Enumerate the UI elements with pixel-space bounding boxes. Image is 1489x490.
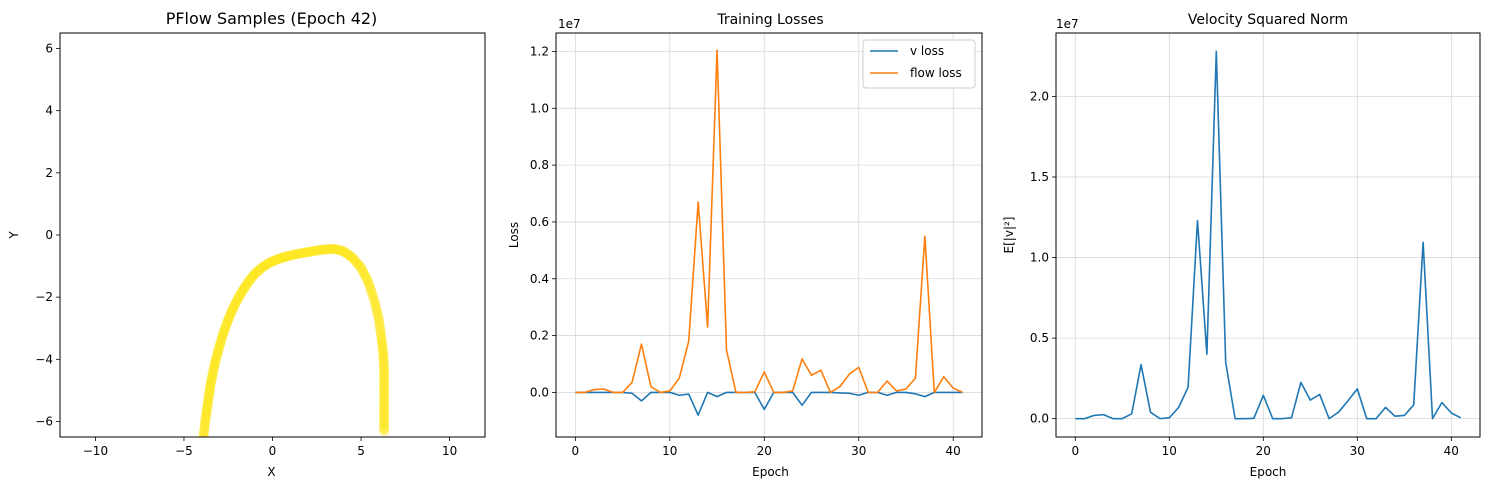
panel-0-ylabel: Y — [7, 231, 21, 240]
panel-0-data — [198, 243, 390, 437]
y-tick-label: 0.8 — [530, 158, 549, 172]
panel-2-title: Velocity Squared Norm — [1188, 12, 1348, 28]
y-tick-label: 0.0 — [530, 385, 549, 399]
y-tick-label: 4 — [45, 104, 53, 118]
y-tick-label: 0.0 — [1030, 412, 1049, 426]
y-tick-label: 2 — [45, 166, 53, 180]
panel-1-offset-label: 1e7 — [558, 17, 581, 31]
y-tick-label: 6 — [45, 42, 53, 56]
x-tick-label: 20 — [1256, 444, 1271, 458]
panel-0-ticks: −10 −5 0 5 10 −6 −4 −2 0 2 4 6 — [35, 42, 457, 458]
panel-2-frame — [1055, 32, 1481, 438]
panel-1-ticks: 0 10 20 30 40 0.0 0.2 0.4 0.6 0.8 1.0 1.2 — [530, 44, 961, 458]
y-tick-label: 1.0 — [1030, 251, 1049, 265]
panel-2-grid — [1056, 33, 1480, 437]
y-tick-label: 2.0 — [1030, 89, 1049, 103]
x-tick-label: 0 — [269, 444, 277, 458]
panel-0-title: PFlow Samples (Epoch 42) — [166, 9, 378, 28]
y-tick-label: 0.2 — [530, 329, 549, 343]
x-tick-label: 10 — [442, 444, 457, 458]
y-tick-label: 0.5 — [1030, 331, 1049, 345]
series-line-v-loss — [575, 391, 963, 416]
panel-1-data — [575, 49, 963, 416]
x-tick-label: 40 — [946, 444, 961, 458]
x-tick-label: 10 — [1162, 444, 1177, 458]
scatter-points — [198, 243, 390, 437]
panel-1-title: Training Losses — [716, 12, 823, 28]
y-tick-label: −4 — [35, 352, 53, 366]
x-tick-label: 0 — [1071, 444, 1079, 458]
scatter-panel: PFlow Samples (Epoch 42) X Y −10 −5 0 5 10 −6… — [7, 9, 486, 479]
x-tick-label: 40 — [1444, 444, 1459, 458]
y-tick-label: −6 — [35, 414, 53, 428]
panel-0-frame — [59, 32, 486, 438]
panel-1-xlabel: Epoch — [752, 465, 789, 479]
x-tick-label: −10 — [83, 444, 108, 458]
y-tick-label: −2 — [35, 290, 53, 304]
series-line-flow-loss — [575, 49, 963, 394]
velocity-panel: Velocity Squared Norm Epoch E[|v|²] 1e7 … — [1002, 12, 1481, 479]
x-tick-label: 20 — [757, 444, 772, 458]
legend: v loss flow loss — [862, 39, 976, 89]
panel-2-ticks: 0 10 20 30 40 0.0 0.5 1.0 1.5 2.0 — [1030, 89, 1459, 458]
x-tick-label: 30 — [1350, 444, 1365, 458]
panel-1-ylabel: Loss — [507, 222, 521, 248]
panel-1-frame — [555, 32, 983, 438]
legend-box — [862, 39, 976, 89]
x-tick-label: 10 — [662, 444, 677, 458]
y-tick-label: 1.5 — [1030, 170, 1049, 184]
legend-label-v-loss: v loss — [910, 44, 944, 58]
losses-panel: Training Losses Epoch Loss 1e7 0 10 20 30 40… — [507, 12, 983, 479]
panel-0-xlabel: X — [267, 465, 275, 479]
y-tick-label: 1.0 — [530, 101, 549, 115]
x-tick-label: 0 — [572, 444, 580, 458]
legend-label-flow-loss: flow loss — [910, 66, 962, 80]
panel-2-data — [1075, 50, 1462, 420]
series-line-velocity — [1075, 50, 1462, 420]
scatter-point — [379, 425, 390, 436]
x-tick-label: 30 — [851, 444, 866, 458]
y-tick-label: 1.2 — [530, 44, 549, 58]
x-tick-label: −5 — [175, 444, 193, 458]
y-tick-label: 0.4 — [530, 272, 549, 286]
panel-2-offset-label: 1e7 — [1056, 17, 1079, 31]
y-tick-label: 0 — [45, 228, 53, 242]
panel-2-ylabel: E[|v|²] — [1002, 217, 1016, 254]
y-tick-label: 0.6 — [530, 215, 549, 229]
x-tick-label: 5 — [357, 444, 365, 458]
panel-2-xlabel: Epoch — [1250, 465, 1287, 479]
